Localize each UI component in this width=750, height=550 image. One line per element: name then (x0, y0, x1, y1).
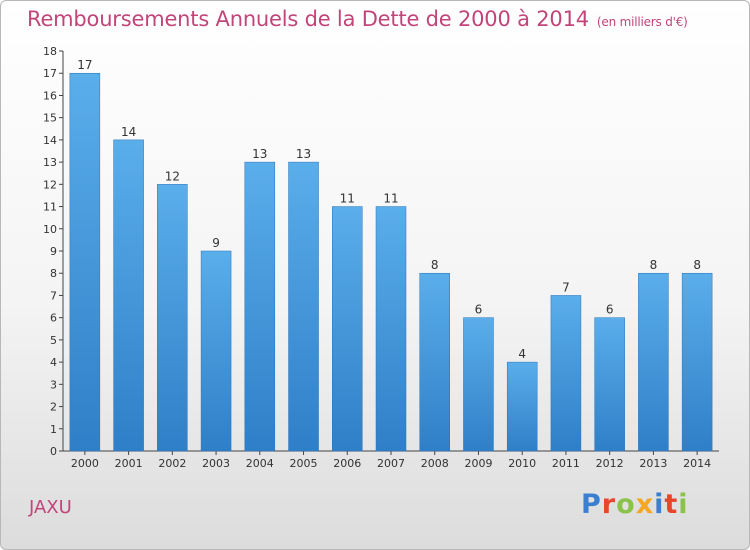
bar-value-label: 11 (383, 192, 398, 206)
x-tick-label: 2014 (683, 457, 711, 470)
y-tick-label: 2 (50, 401, 57, 414)
bar (69, 72, 101, 452)
x-tick-label: 2008 (421, 457, 449, 470)
y-tick-label: 15 (43, 112, 57, 125)
bar-value-label: 9 (212, 236, 220, 250)
bar (419, 272, 450, 452)
brand-letter: r (601, 489, 617, 520)
bar-value-label: 8 (650, 258, 658, 272)
bar (113, 139, 144, 452)
x-tick-label: 2012 (596, 457, 624, 470)
y-tick-label: 13 (43, 156, 57, 169)
bar-value-label: 17 (77, 58, 92, 72)
bar (550, 295, 582, 452)
y-tick-label: 7 (50, 289, 57, 302)
y-tick-label: 6 (50, 312, 57, 325)
y-tick-label: 9 (50, 245, 57, 258)
x-tick-label: 2004 (246, 457, 274, 470)
y-tick-label: 14 (43, 134, 57, 147)
x-tick-label: 2000 (71, 457, 99, 470)
y-tick-label: 18 (43, 45, 57, 58)
x-tick-label: 2002 (158, 457, 186, 470)
brand-letter: i (678, 489, 689, 520)
x-tick-label: 2001 (115, 457, 143, 470)
brand-letter: o (616, 489, 636, 520)
chart-bars (69, 72, 713, 452)
x-tick-label: 2011 (552, 457, 580, 470)
bar-value-label: 13 (296, 147, 311, 161)
x-tick-label: 2009 (464, 457, 492, 470)
y-tick-label: 16 (43, 89, 57, 102)
y-tick-label: 12 (43, 178, 57, 191)
brand-letter: x (635, 489, 655, 520)
bar-value-label: 8 (431, 258, 439, 272)
brand-letter: P (581, 489, 602, 520)
bar (200, 250, 232, 452)
y-tick-label: 11 (43, 201, 57, 214)
bar (332, 206, 363, 452)
bar-value-label: 13 (252, 147, 267, 161)
x-tick-label: 2010 (508, 457, 536, 470)
bar (638, 272, 669, 452)
bar-value-label: 8 (693, 258, 701, 272)
bar-value-label: 6 (475, 303, 483, 317)
brand-letter: t (664, 489, 679, 520)
chart-labels: 17 2000 14 2001 12 2002 9 2003 13 2004 13 2005 11 200… (71, 58, 711, 470)
brand-letter: i (654, 489, 665, 520)
y-tick-label: 17 (43, 67, 57, 80)
bar-value-label: 12 (165, 169, 180, 183)
x-tick-label: 2006 (333, 457, 361, 470)
y-tick-label: 10 (43, 223, 57, 236)
bar-value-label: 4 (518, 347, 526, 361)
bar-value-label: 6 (606, 303, 614, 317)
x-tick-label: 2005 (290, 457, 318, 470)
bar-value-label: 14 (121, 125, 136, 139)
bar (157, 184, 188, 452)
bar (244, 161, 276, 452)
bar (506, 361, 538, 452)
y-tick-label: 0 (50, 445, 57, 458)
chart-title-text: Remboursements Annuels de la Dette de 20… (27, 7, 589, 31)
chart-title: Remboursements Annuels de la Dette de 20… (27, 7, 688, 31)
bar (681, 272, 713, 452)
y-tick-label: 3 (50, 378, 57, 391)
bar (594, 317, 625, 452)
x-tick-label: 2013 (639, 457, 667, 470)
commune-name: JAXU (29, 497, 72, 518)
y-tick-label: 5 (50, 334, 57, 347)
bar (463, 317, 494, 452)
brand-logo: Proxiti (581, 489, 689, 520)
chart-unit: (en milliers d'€) (596, 15, 688, 29)
x-tick-label: 2003 (202, 457, 230, 470)
bar (288, 161, 319, 452)
bar-value-label: 11 (340, 192, 355, 206)
y-tick-label: 8 (50, 267, 57, 280)
bar-value-label: 7 (562, 280, 570, 294)
y-tick-label: 4 (50, 356, 57, 369)
bar (375, 206, 407, 452)
y-tick-label: 1 (50, 423, 57, 436)
x-tick-label: 2007 (377, 457, 405, 470)
